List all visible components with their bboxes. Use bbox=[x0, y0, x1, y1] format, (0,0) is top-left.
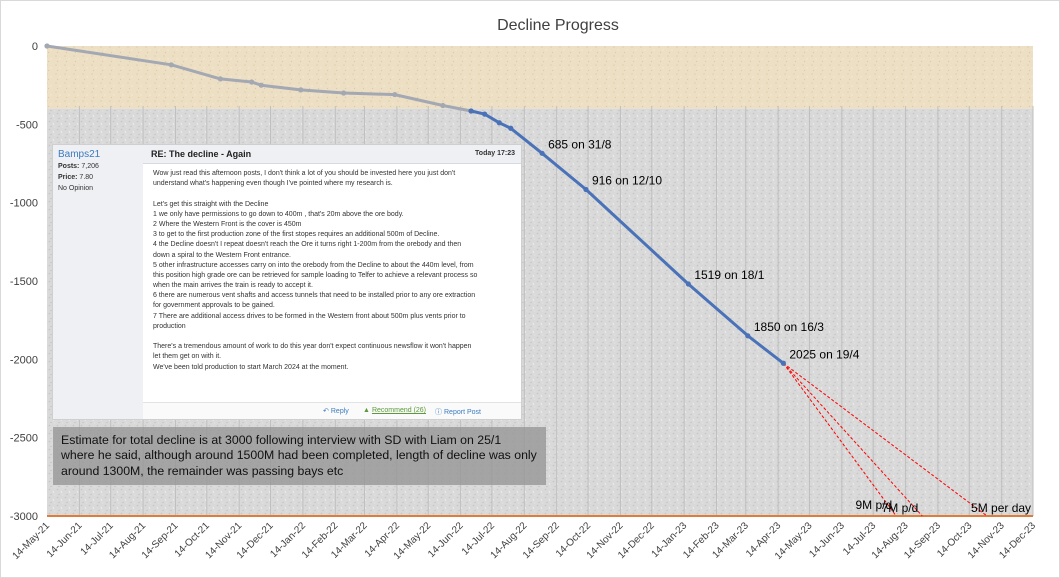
chart-title: Decline Progress bbox=[497, 17, 619, 34]
forum-body-line bbox=[153, 332, 517, 342]
forum-body-line: this position high grade ore can be retr… bbox=[153, 271, 478, 279]
data-point bbox=[341, 90, 347, 96]
projection-label: 9M p/d bbox=[855, 498, 892, 512]
data-point bbox=[745, 333, 751, 339]
data-point bbox=[583, 186, 589, 193]
projection-line bbox=[782, 362, 923, 517]
x-tick-label: 14-Jun-22 bbox=[426, 520, 466, 560]
y-tick-label: -3000 bbox=[10, 511, 38, 523]
x-tick-label: 14-May-21 bbox=[11, 520, 53, 562]
point-label: 916 on 12/10 bbox=[592, 174, 662, 188]
forum-post-header: RE: The decline - Again Today 17:23 bbox=[143, 145, 521, 164]
estimate-note: Estimate for total decline is at 3000 fo… bbox=[53, 427, 546, 485]
forum-body-line bbox=[153, 189, 517, 199]
forum-body-line: 3 to get to the first production zone of… bbox=[153, 231, 440, 239]
forum-body-line: for government approvals to be gained. bbox=[153, 302, 275, 310]
reply-button[interactable]: ↶ Reply bbox=[323, 407, 349, 415]
forum-user-panel: Bamps21 Posts: 7,206 Price: 7.80 No Opin… bbox=[53, 145, 143, 419]
data-point bbox=[539, 150, 545, 156]
point-label: 1850 on 16/3 bbox=[754, 320, 824, 334]
forum-posts-line: Posts: 7,206 bbox=[58, 163, 99, 170]
forum-body-line: understand what's happening even though … bbox=[153, 180, 393, 188]
data-point bbox=[685, 281, 691, 287]
y-tick-label: -1000 bbox=[10, 198, 38, 210]
forum-timestamp: Today 17:23 bbox=[475, 150, 515, 157]
report-post-button[interactable]: ⓘ Report Post bbox=[435, 407, 481, 417]
forum-body-line: 7 There are additional access drives to … bbox=[153, 312, 466, 320]
forum-body-line: There's a tremendous amount of work to d… bbox=[153, 343, 472, 351]
projection-lines: 9M p/d7M p/d 5M per day bbox=[782, 362, 1031, 517]
point-label: 685 on 31/8 bbox=[548, 137, 612, 151]
forum-body-line: We've been told production to start Marc… bbox=[153, 363, 349, 371]
posts-value: 7,206 bbox=[81, 163, 99, 170]
y-tick-label: -2500 bbox=[10, 433, 38, 445]
price-label: Price: bbox=[58, 174, 78, 181]
x-tick-label: 14-Jun-21 bbox=[45, 520, 85, 560]
point-label: 1519 on 18/1 bbox=[694, 268, 764, 282]
y-tick-label: 0 bbox=[32, 41, 38, 53]
info-circle-icon: ⓘ bbox=[435, 409, 442, 416]
data-point bbox=[44, 43, 50, 49]
y-tick-label: -2000 bbox=[10, 354, 38, 366]
data-point bbox=[440, 102, 446, 109]
reply-arrow-icon: ↶ bbox=[323, 408, 329, 415]
forum-body-line: Let's get this straight with the Decline bbox=[153, 200, 269, 208]
price-value: 7.80 bbox=[79, 174, 94, 181]
forum-price-line: Price: 7.80 bbox=[58, 174, 93, 181]
series-lines bbox=[44, 43, 786, 366]
data-point bbox=[249, 79, 255, 85]
forum-post-body: Wow just read this afternoon posts, I do… bbox=[153, 169, 517, 373]
posts-label: Posts: bbox=[58, 163, 80, 170]
data-point bbox=[298, 87, 304, 93]
projection-line bbox=[782, 362, 897, 517]
data-point bbox=[496, 120, 502, 126]
data-point bbox=[508, 125, 514, 131]
report-label: Report Post bbox=[444, 409, 481, 416]
x-tick-label: 14-Jun-23 bbox=[807, 520, 847, 560]
data-point bbox=[168, 62, 174, 68]
data-point bbox=[392, 91, 398, 98]
recommend-button[interactable]: ▲ Recommend (26) bbox=[363, 407, 426, 414]
forum-body-line: down a spiral to the Western Front entra… bbox=[153, 251, 291, 259]
forum-username[interactable]: Bamps21 bbox=[58, 149, 101, 160]
data-point bbox=[258, 82, 264, 88]
y-tick-label: -1500 bbox=[10, 276, 38, 288]
reply-label: Reply bbox=[330, 408, 349, 415]
y-tick-label: -500 bbox=[16, 119, 38, 131]
forum-body-line: 2 Where the Western Front is the cover i… bbox=[153, 220, 302, 228]
forum-body-line: production bbox=[153, 322, 186, 330]
series-line bbox=[46, 44, 472, 113]
data-point bbox=[482, 111, 488, 117]
forum-body-line: let them get on with it. bbox=[153, 353, 222, 361]
forum-opinion: No Opinion bbox=[58, 185, 94, 192]
forum-body-line: when the main arrives the train is ready… bbox=[153, 282, 313, 290]
thumbs-up-icon: ▲ bbox=[363, 407, 370, 414]
x-axis-ticks: 14-May-2114-Jun-2114-Jul-2114-Aug-2114-S… bbox=[11, 520, 1039, 562]
forum-post-screenshot: Bamps21 Posts: 7,206 Price: 7.80 No Opin… bbox=[52, 144, 522, 420]
data-labels: 685 on 31/8 916 on 12/10 1519 on 18/1 1850 … bbox=[548, 137, 860, 361]
data-point bbox=[780, 360, 786, 366]
projection-line bbox=[783, 362, 988, 517]
forum-body-line: 5 other infrastructure accesses carry on… bbox=[153, 261, 474, 269]
data-point bbox=[217, 76, 223, 82]
data-point bbox=[468, 108, 474, 114]
projection-label: 7M p/d bbox=[882, 501, 919, 515]
forum-post-footer: ↶ Reply ▲ Recommend (26) ⓘ Report Post bbox=[143, 402, 521, 419]
forum-body-line: 4 the Decline doesn't I repeat doesn't r… bbox=[153, 241, 462, 249]
forum-body-line: 6 there are numerous vent shafts and acc… bbox=[153, 292, 476, 300]
projection-label: 5M per day bbox=[971, 501, 1031, 515]
forum-subject[interactable]: RE: The decline - Again bbox=[151, 149, 252, 159]
forum-body-line: Wow just read this afternoon posts, I do… bbox=[153, 170, 456, 177]
y-axis-ticks: 0 -500 -1000 -1500 -2000 -2500 -3000 bbox=[10, 41, 38, 523]
band-upper bbox=[47, 46, 1033, 109]
forum-body-line: 1 we only have permissions to go down to… bbox=[153, 210, 404, 218]
point-label: 2025 on 19/4 bbox=[789, 347, 859, 361]
recommend-label: Recommend (26) bbox=[371, 407, 427, 414]
